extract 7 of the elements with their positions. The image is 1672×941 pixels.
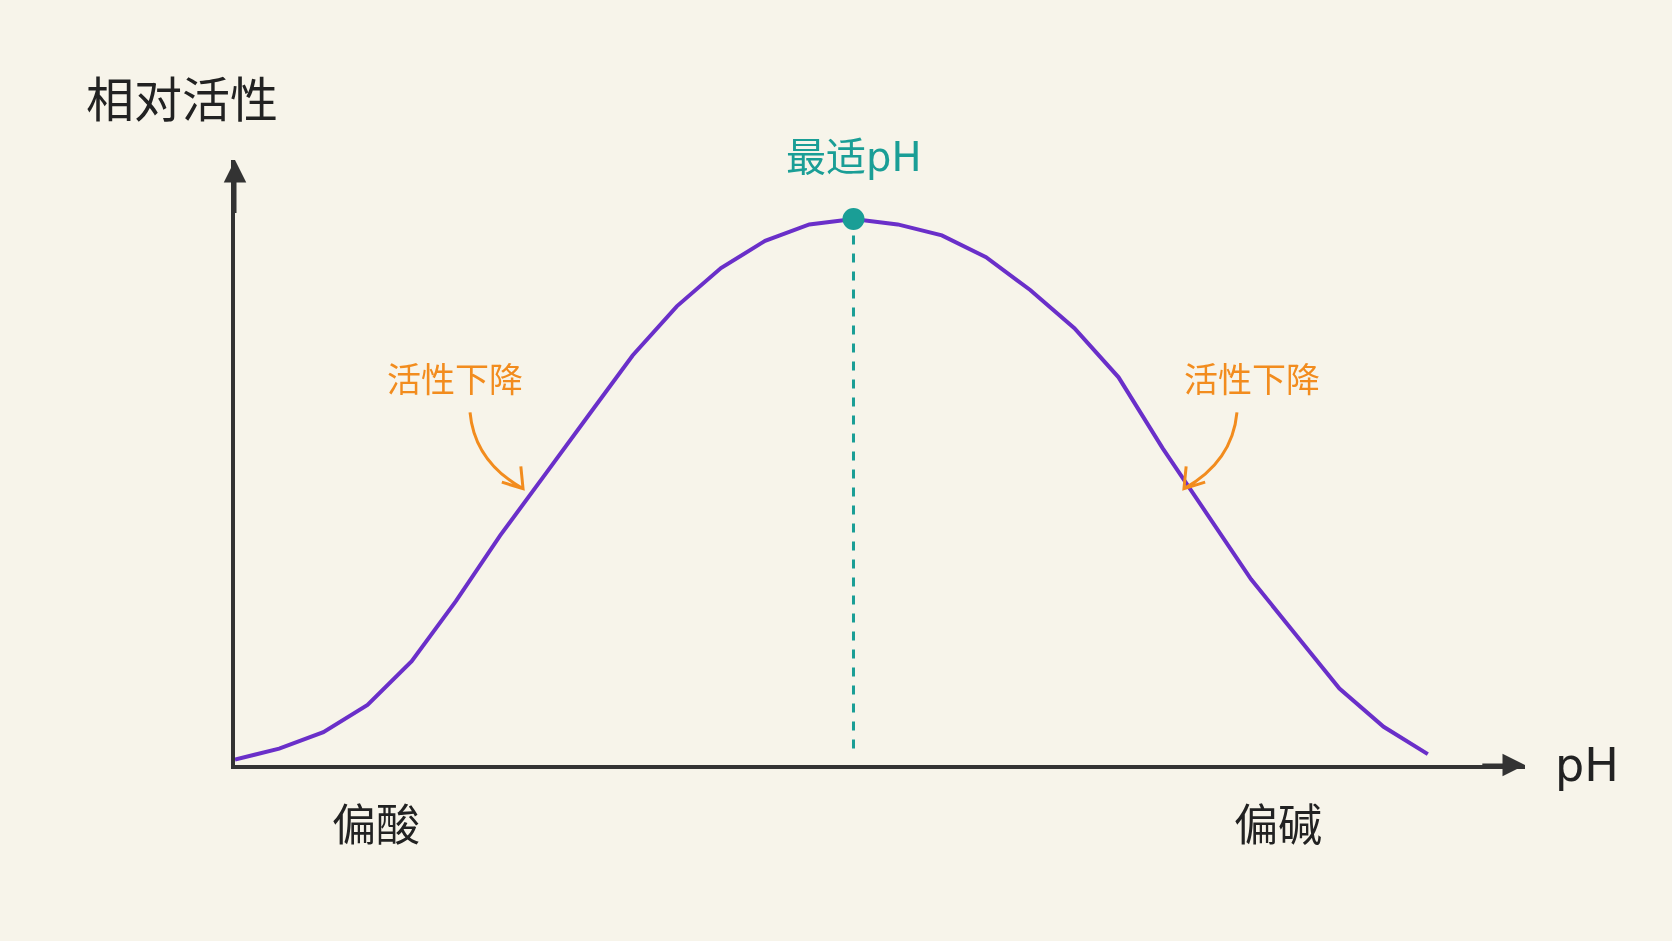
text: 偏碱 [1234, 800, 1322, 851]
x-axis-title: pH [1555, 738, 1619, 792]
annotation: 活性下降 [1184, 360, 1320, 400]
annotation: 活性下降 [387, 360, 523, 400]
annotation: 最适pH [786, 134, 922, 180]
y-axis-title: 相对活性 [86, 72, 279, 128]
text: 偏酸 [332, 800, 420, 851]
